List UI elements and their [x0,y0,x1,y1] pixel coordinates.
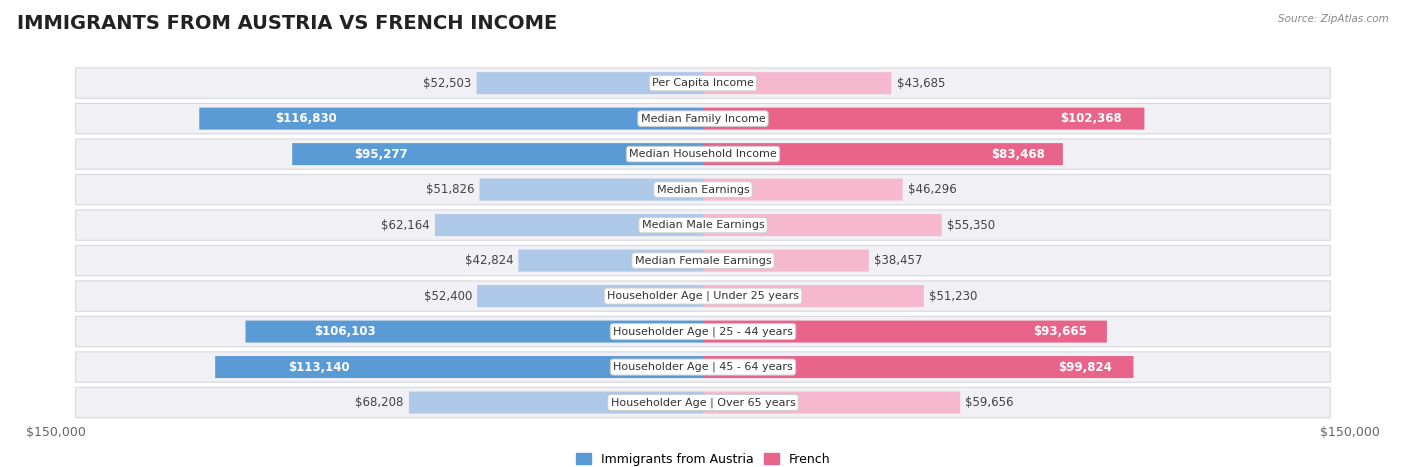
Text: $106,103: $106,103 [314,325,375,338]
FancyBboxPatch shape [76,352,1330,382]
Text: $59,656: $59,656 [966,396,1014,409]
Text: Householder Age | Over 65 years: Householder Age | Over 65 years [610,397,796,408]
Text: Median Female Earnings: Median Female Earnings [634,255,772,266]
Text: $93,665: $93,665 [1033,325,1087,338]
Text: $62,164: $62,164 [381,219,430,232]
Text: Source: ZipAtlas.com: Source: ZipAtlas.com [1278,14,1389,24]
Text: Median Family Income: Median Family Income [641,113,765,124]
FancyBboxPatch shape [434,214,703,236]
Text: $38,457: $38,457 [875,254,922,267]
FancyBboxPatch shape [479,178,703,201]
Text: Median Earnings: Median Earnings [657,184,749,195]
Text: Householder Age | Under 25 years: Householder Age | Under 25 years [607,291,799,301]
Text: $46,296: $46,296 [908,183,956,196]
FancyBboxPatch shape [703,356,1133,378]
Text: Householder Age | 25 - 44 years: Householder Age | 25 - 44 years [613,326,793,337]
FancyBboxPatch shape [703,72,891,94]
Text: Householder Age | 45 - 64 years: Householder Age | 45 - 64 years [613,362,793,372]
FancyBboxPatch shape [703,285,924,307]
FancyBboxPatch shape [703,178,903,201]
FancyBboxPatch shape [409,391,703,414]
FancyBboxPatch shape [292,143,703,165]
Text: $51,826: $51,826 [426,183,474,196]
Text: $51,230: $51,230 [929,290,977,303]
FancyBboxPatch shape [76,174,1330,205]
Text: Median Household Income: Median Household Income [628,149,778,159]
FancyBboxPatch shape [76,68,1330,99]
FancyBboxPatch shape [703,107,1144,130]
FancyBboxPatch shape [76,139,1330,170]
Text: $116,830: $116,830 [274,112,336,125]
FancyBboxPatch shape [76,210,1330,241]
Text: $43,685: $43,685 [897,77,945,90]
FancyBboxPatch shape [519,249,703,272]
FancyBboxPatch shape [76,245,1330,276]
FancyBboxPatch shape [76,387,1330,418]
FancyBboxPatch shape [76,316,1330,347]
FancyBboxPatch shape [703,391,960,414]
FancyBboxPatch shape [703,249,869,272]
Text: $42,824: $42,824 [464,254,513,267]
FancyBboxPatch shape [76,281,1330,311]
FancyBboxPatch shape [477,285,703,307]
Text: $55,350: $55,350 [946,219,995,232]
FancyBboxPatch shape [215,356,703,378]
Text: Per Capita Income: Per Capita Income [652,78,754,88]
Text: $68,208: $68,208 [356,396,404,409]
Text: $52,400: $52,400 [423,290,472,303]
Text: $113,140: $113,140 [288,361,350,374]
Text: $52,503: $52,503 [423,77,471,90]
FancyBboxPatch shape [703,320,1107,343]
Legend: Immigrants from Austria, French: Immigrants from Austria, French [571,448,835,467]
Text: $83,468: $83,468 [991,148,1045,161]
FancyBboxPatch shape [703,214,942,236]
Text: IMMIGRANTS FROM AUSTRIA VS FRENCH INCOME: IMMIGRANTS FROM AUSTRIA VS FRENCH INCOME [17,14,557,33]
FancyBboxPatch shape [200,107,703,130]
Text: $99,824: $99,824 [1059,361,1112,374]
FancyBboxPatch shape [76,103,1330,134]
Text: $102,368: $102,368 [1060,112,1122,125]
FancyBboxPatch shape [246,320,703,343]
Text: $95,277: $95,277 [354,148,408,161]
FancyBboxPatch shape [477,72,703,94]
FancyBboxPatch shape [703,143,1063,165]
Text: Median Male Earnings: Median Male Earnings [641,220,765,230]
